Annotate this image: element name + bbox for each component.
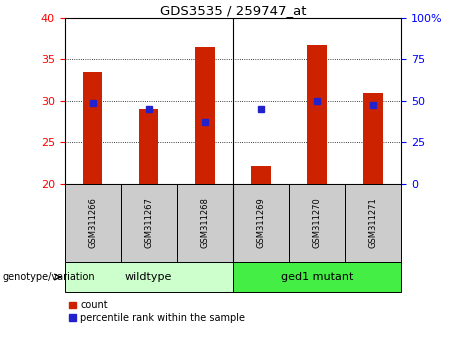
- Bar: [195, 47, 214, 184]
- Bar: [83, 72, 102, 184]
- Bar: [233, 184, 289, 262]
- Text: GSM311271: GSM311271: [368, 198, 378, 249]
- Bar: [65, 262, 233, 292]
- Bar: [65, 184, 121, 262]
- Bar: [363, 93, 383, 184]
- Text: GSM311267: GSM311267: [144, 198, 153, 249]
- Text: GSM311268: GSM311268: [200, 198, 209, 249]
- Bar: [251, 166, 271, 184]
- Text: GSM311269: GSM311269: [256, 198, 266, 249]
- Bar: [233, 262, 401, 292]
- Legend: count, percentile rank within the sample: count, percentile rank within the sample: [70, 301, 245, 323]
- Text: ged1 mutant: ged1 mutant: [281, 272, 353, 282]
- Text: genotype/variation: genotype/variation: [2, 272, 95, 282]
- Bar: [307, 45, 327, 184]
- Title: GDS3535 / 259747_at: GDS3535 / 259747_at: [160, 4, 306, 17]
- Text: GSM311270: GSM311270: [313, 198, 321, 249]
- Text: GSM311266: GSM311266: [88, 198, 97, 249]
- Bar: [177, 184, 233, 262]
- Text: wildtype: wildtype: [125, 272, 172, 282]
- Bar: [121, 184, 177, 262]
- Bar: [289, 184, 345, 262]
- Bar: [345, 184, 401, 262]
- Bar: [139, 109, 159, 184]
